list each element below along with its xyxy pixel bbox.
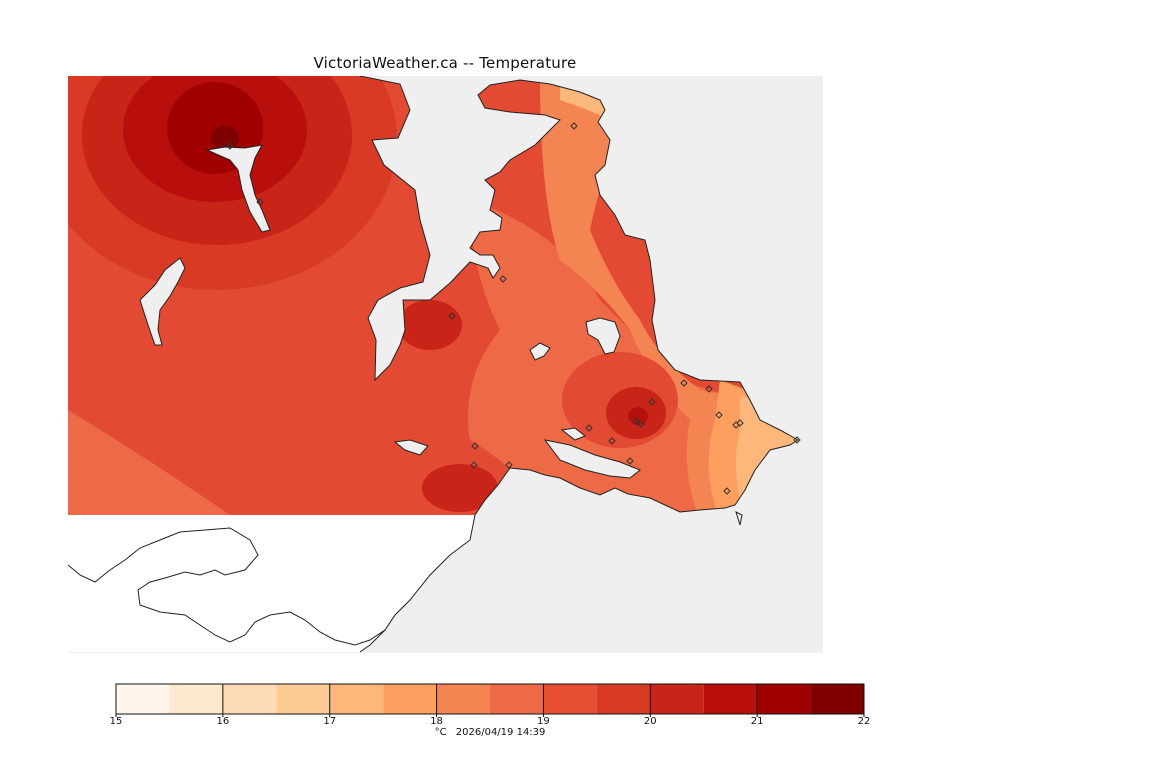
legend-border: [115, 683, 865, 715]
legend-swatch: [810, 684, 864, 714]
legend-swatch: [490, 684, 544, 714]
legend-swatch: [650, 684, 704, 714]
legend-swatch: [703, 684, 758, 714]
legend-tick-label: 18: [430, 716, 443, 727]
map-title: VictoriaWeather.ca -- Temperature: [313, 54, 577, 72]
legend-tick-label: 17: [323, 716, 337, 727]
coastline: [68, 76, 799, 653]
legend-tick-label: 15: [109, 716, 123, 727]
legend-swatch: [222, 684, 277, 714]
legend-tick-label: 21: [750, 716, 764, 727]
legend-bar: [115, 683, 865, 717]
legend-tick-label: 22: [857, 716, 871, 727]
legend-swatch: [169, 684, 223, 714]
legend-swatch: [116, 684, 170, 714]
unmapped-land: [68, 515, 475, 652]
legend-swatch: [383, 684, 437, 714]
legend-footer: °C 2026/04/19 14:39: [0, 727, 980, 738]
legend-swatch: [276, 684, 330, 714]
station-markers: [226, 122, 801, 495]
unit-label: °C: [434, 727, 447, 738]
timestamp: 2026/04/19 14:39: [455, 727, 546, 738]
legend-swatch: [436, 684, 490, 714]
legend-swatch: [596, 684, 651, 714]
legend-tick-label: 20: [643, 716, 657, 727]
legend-tick-label: 16: [216, 716, 230, 727]
legend-swatch: [543, 684, 597, 714]
legend-swatch: [329, 684, 384, 714]
legend-tick-label: 19: [537, 716, 550, 727]
legend-swatch: [757, 684, 811, 714]
